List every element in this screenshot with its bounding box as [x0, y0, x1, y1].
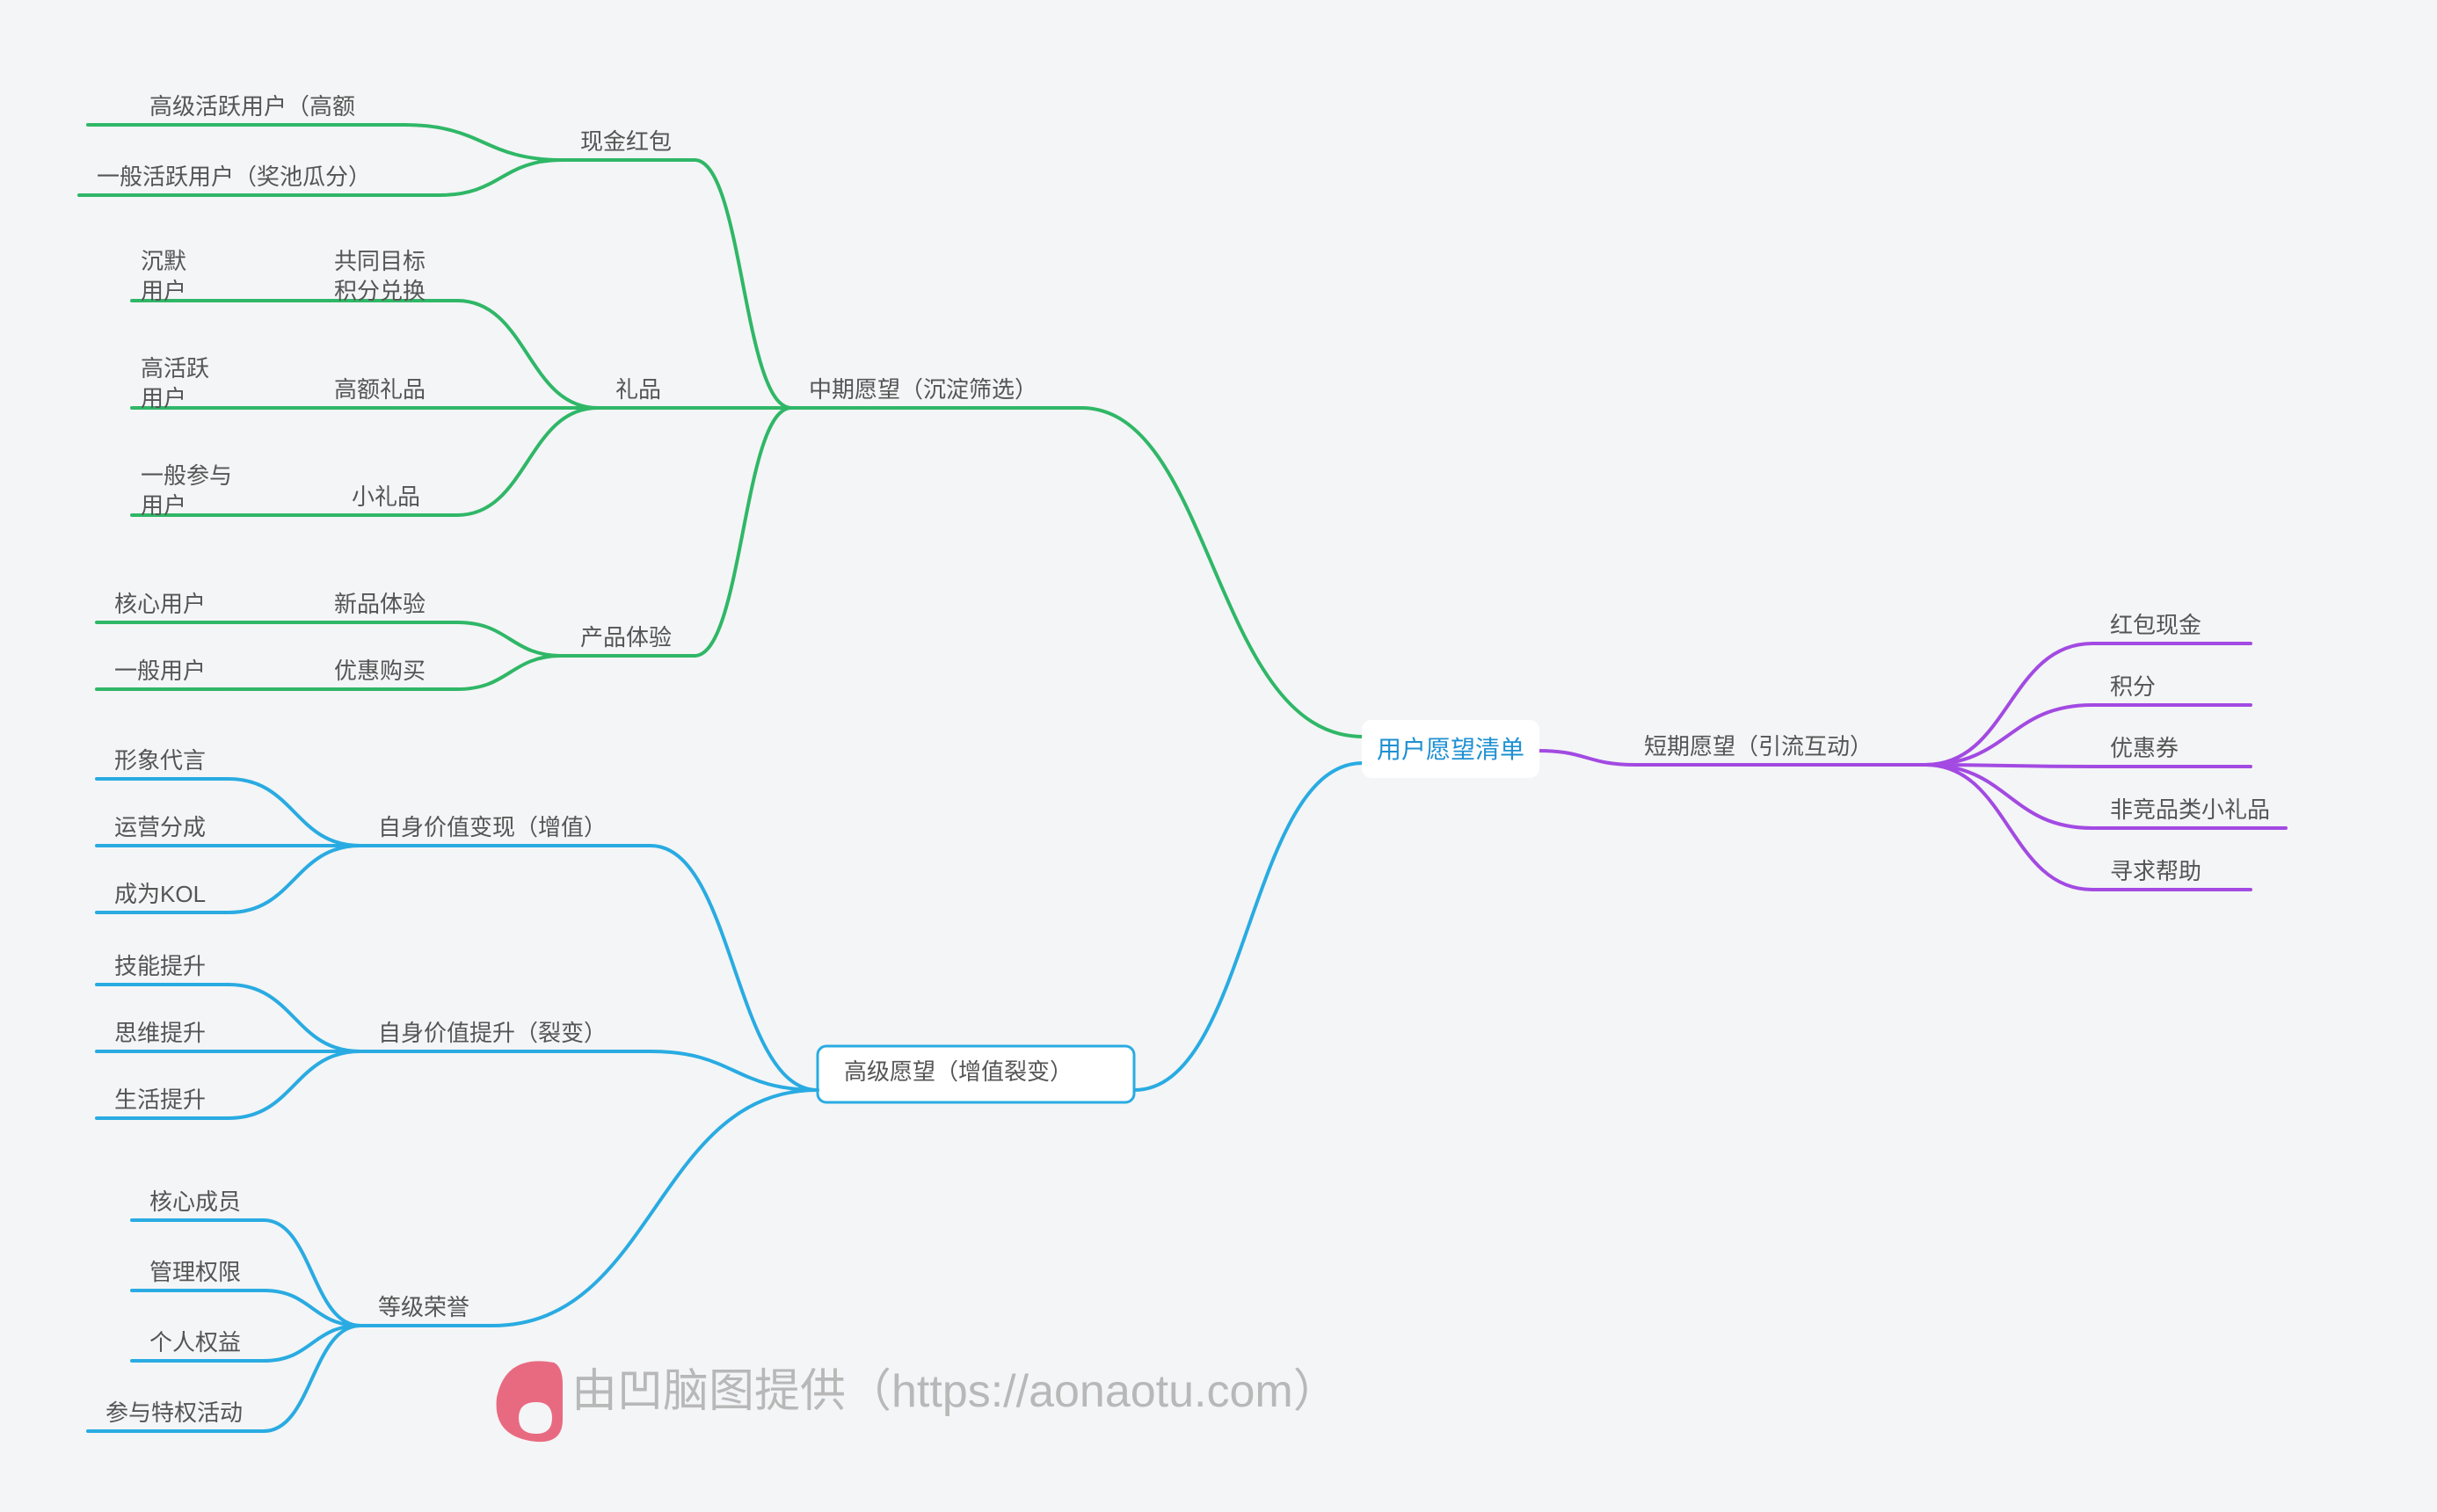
mindmap-edge — [1925, 643, 2092, 765]
leaf-label: 非竞品类小礼品 — [2110, 796, 2270, 823]
leaf-label: 高级活跃用户（高额 — [149, 93, 355, 120]
sub-label: 自身价值提升（裂变） — [378, 1020, 607, 1046]
branch-label: 中期愿望（沉淀筛选） — [809, 376, 1037, 403]
via-label: 新品体验 — [334, 591, 426, 617]
leaf-label: 寻求帮助 — [2110, 858, 2201, 884]
mindmap-edge — [1081, 408, 1363, 737]
leaf-label: 红包现金 — [2110, 612, 2201, 638]
leaf-label: 积分 — [2110, 673, 2156, 700]
via-label: 共同目标 — [334, 248, 426, 274]
root-label: 用户愿望清单 — [1377, 736, 1524, 763]
sub-label: 自身价值变现（增值） — [378, 814, 607, 840]
mindmap-edge — [457, 408, 598, 515]
mindmap-edge — [695, 160, 791, 408]
leaf-label: 思维提升 — [114, 1020, 206, 1046]
leaf-label: 一般活跃用户（奖池瓜分） — [97, 164, 371, 190]
mindmap-edge — [492, 1090, 818, 1326]
mindmap-edge — [1925, 705, 2092, 765]
sub-label: 现金红包 — [580, 128, 672, 155]
leaf-label: 用户 — [141, 385, 186, 411]
branch-label: 短期愿望（引流互动） — [1644, 733, 1873, 760]
leaf-label: 核心用户 — [114, 591, 206, 617]
leaf-label: 个人权益 — [149, 1329, 241, 1356]
mindmap-edge — [229, 779, 360, 846]
sub-label: 产品体验 — [580, 624, 672, 651]
leaf-label: 形象代言 — [114, 747, 206, 774]
sub-label: 礼品 — [615, 376, 661, 403]
mindmap-edge — [229, 846, 360, 912]
leaf-label: 优惠券 — [2110, 735, 2179, 761]
leaf-label: 成为KOL — [114, 881, 206, 907]
mindmap-edge — [404, 125, 563, 160]
via-label: 小礼品 — [352, 483, 420, 510]
via-label: 积分兑换 — [334, 278, 426, 304]
leaf-label: 核心成员 — [149, 1189, 241, 1215]
branch-label: 高级愿望（增值裂变） — [844, 1058, 1073, 1085]
watermark-logo — [497, 1361, 563, 1442]
leaf-label: 运营分成 — [114, 814, 206, 840]
mindmap-edge — [457, 656, 563, 689]
leaf-label: 用户 — [141, 492, 186, 519]
mindmap-edge — [457, 301, 598, 408]
leaf-label: 一般参与 — [141, 462, 232, 489]
leaf-label: 生活提升 — [114, 1087, 206, 1113]
mindmap-edge — [1134, 763, 1363, 1090]
mindmap-edge — [695, 408, 791, 656]
sub-label: 等级荣誉 — [378, 1294, 469, 1320]
mindmap-edge — [229, 985, 360, 1051]
leaf-label: 技能提升 — [114, 953, 206, 979]
mindmap-edge — [229, 1051, 360, 1118]
mindmap-edge — [651, 1051, 818, 1090]
leaf-label: 用户 — [141, 278, 186, 304]
leaf-label: 一般用户 — [114, 658, 206, 684]
leaf-label: 高活跃 — [141, 355, 209, 382]
leaf-label: 参与特权活动 — [105, 1399, 243, 1426]
mindmap-canvas: 由凹脑图提供（https://aonaotu.com） 短期愿望（引流互动） 红包现… — [0, 0, 2437, 1512]
mindmap-edge — [457, 622, 563, 656]
mindmap-edge — [1925, 765, 2092, 828]
mindmap-edge — [440, 160, 563, 195]
leaf-label: 沉默 — [141, 248, 186, 274]
via-label: 高额礼品 — [334, 376, 426, 403]
mindmap-edge — [1539, 751, 1635, 765]
leaf-label: 管理权限 — [149, 1259, 241, 1285]
via-label: 优惠购买 — [334, 658, 426, 684]
watermark-text: 由凹脑图提供（https://aonaotu.com） — [571, 1366, 1339, 1417]
